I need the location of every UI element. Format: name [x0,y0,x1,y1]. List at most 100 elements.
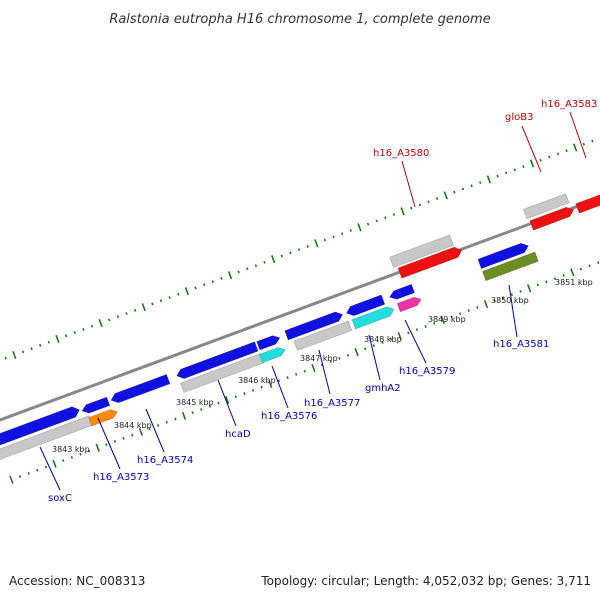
tick-mark [415,328,419,332]
tick-mark [588,264,591,268]
tick-mark [562,274,565,277]
leader-line [521,125,542,173]
tick-mark [502,296,505,300]
gene-feature[interactable] [351,306,395,330]
gene-feature[interactable] [81,396,111,414]
tick-mark [227,271,233,280]
tick-mark [548,155,551,159]
scale-labels: 3843 kbp 3844 kbp 3845 kbp 3846 kbp 3847 kbp… [52,278,593,454]
tick-mark [122,436,125,440]
tick-mark [536,283,539,287]
tick-mark [151,302,154,306]
tick-mark [243,392,246,395]
tick-mark [357,223,362,232]
topology-text: Topology: circular; Length: 4,052,032 bp… [261,574,591,588]
tick-mark [268,379,273,388]
tick-mark [375,219,378,223]
gene-feature[interactable] [529,206,575,231]
tick-mark [174,417,177,421]
tick-mark [424,325,427,328]
gene-label[interactable]: h16_A3583 [541,99,597,110]
gene-label[interactable]: h16_A3577 [304,398,360,409]
tick-mark [194,286,197,290]
tick-mark [254,264,258,268]
leader-line [97,417,121,470]
gene-labels: soxC h16_A3573 h16_A3574 hcaD h16_A3576 h16_A… [39,99,597,504]
tick-mark [467,309,470,312]
tick-mark [90,324,94,328]
tick-mark [12,350,17,360]
gene-feature[interactable] [345,294,386,317]
tick-mark [450,315,453,319]
gene-feature[interactable] [293,320,353,351]
gene-feature[interactable] [110,374,171,404]
tick-mark [47,340,51,344]
tick-mark [234,395,237,399]
tick-mark [323,238,327,242]
gene-label[interactable]: h16_A3581 [493,339,549,350]
tick-mark [82,328,85,331]
gene-feature[interactable] [396,296,422,313]
tick-mark [529,159,535,168]
tick-mark [64,334,68,338]
gene-label[interactable]: gmhA2 [365,383,401,394]
gene-feature[interactable] [482,251,539,282]
tick-mark [95,443,100,452]
gene-feature[interactable] [0,406,80,449]
tick-mark [320,363,324,367]
tick-mark [556,152,560,156]
gene-label[interactable]: soxC [48,493,72,504]
outer-tick-track [4,137,600,360]
tick-mark [458,312,462,316]
leader-line [217,379,237,427]
gene-feature[interactable] [180,353,264,393]
inner-tick-track [9,261,600,484]
gene-label[interactable]: gloB3 [505,112,533,123]
map-title: Ralstonia eutropha H16 chromosome 1, com… [109,12,490,27]
tick-mark [148,427,151,431]
leader-line [508,284,518,338]
tick-mark [311,363,316,373]
tick-mark [453,190,456,194]
gene-feature[interactable] [88,409,118,427]
tick-mark [314,239,319,248]
gene-feature[interactable] [477,242,529,269]
gene-feature[interactable] [523,193,570,220]
leader-line [404,319,427,364]
tick-mark [346,353,350,357]
gene-label[interactable]: hcaD [225,429,251,440]
tick-mark [263,261,266,264]
tick-mark [177,292,180,296]
gene-feature[interactable] [256,335,281,351]
tick-mark [289,251,292,255]
tick-mark [55,334,60,344]
gene-feature[interactable] [397,246,463,279]
scale-label: 3845 kbp [176,398,214,407]
gene-feature[interactable] [284,311,344,341]
gene-label[interactable]: h16_A3580 [373,148,429,159]
tick-mark [297,248,301,252]
tick-mark [181,411,187,420]
gene-feature[interactable] [389,283,415,300]
tick-mark [513,168,516,172]
gene-feature[interactable] [575,183,600,214]
tick-mark [527,284,532,293]
tick-mark [286,376,289,379]
tick-mark [105,443,108,447]
gene-label[interactable]: h16_A3579 [399,366,455,377]
gene-feature[interactable] [176,341,259,379]
tick-mark [36,468,39,472]
scale-label: 3844 kbp [114,421,152,430]
gene-label[interactable]: h16_A3573 [93,472,149,483]
tick-mark [125,312,128,315]
gene-feature[interactable] [259,347,286,364]
tick-mark [510,293,514,296]
tick-mark [349,229,353,232]
gene-label[interactable]: h16_A3574 [137,455,193,466]
tick-mark [338,357,341,360]
gene-feature[interactable] [389,234,454,268]
gene-label[interactable]: h16_A3576 [261,411,317,422]
tick-mark [381,341,384,344]
scale-label: 3847 kbp [300,354,338,363]
tick-mark [251,388,255,392]
